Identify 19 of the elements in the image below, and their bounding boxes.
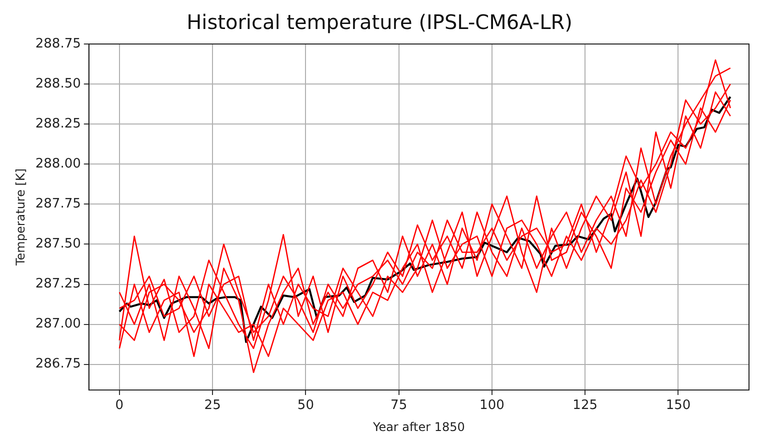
y-axis-title: Temperature [K] [13, 168, 28, 267]
y-tick-label: 288.00 [35, 156, 81, 172]
y-tick-label: 288.75 [35, 36, 81, 52]
x-tick-label: 100 [480, 398, 504, 414]
x-tick-label: 25 [204, 398, 221, 414]
y-tick-label: 286.75 [35, 356, 81, 372]
x-tick-label: 75 [390, 398, 408, 414]
y-tick-label: 288.25 [35, 116, 81, 132]
x-tick-label: 150 [666, 398, 691, 414]
y-tick-label: 287.50 [35, 236, 81, 252]
x-axis-title: Year after 1850 [372, 420, 465, 434]
y-tick-label: 287.75 [35, 196, 81, 212]
chart-title: Historical temperature (IPSL-CM6A-LR) [186, 10, 572, 34]
y-tick-label: 287.00 [35, 316, 81, 332]
y-tick-label: 287.25 [35, 276, 81, 292]
x-tick-label: 125 [572, 398, 598, 414]
y-tick-label: 288.50 [35, 76, 81, 92]
x-tick-label: 50 [297, 398, 314, 414]
x-tick-label: 0 [115, 398, 124, 414]
